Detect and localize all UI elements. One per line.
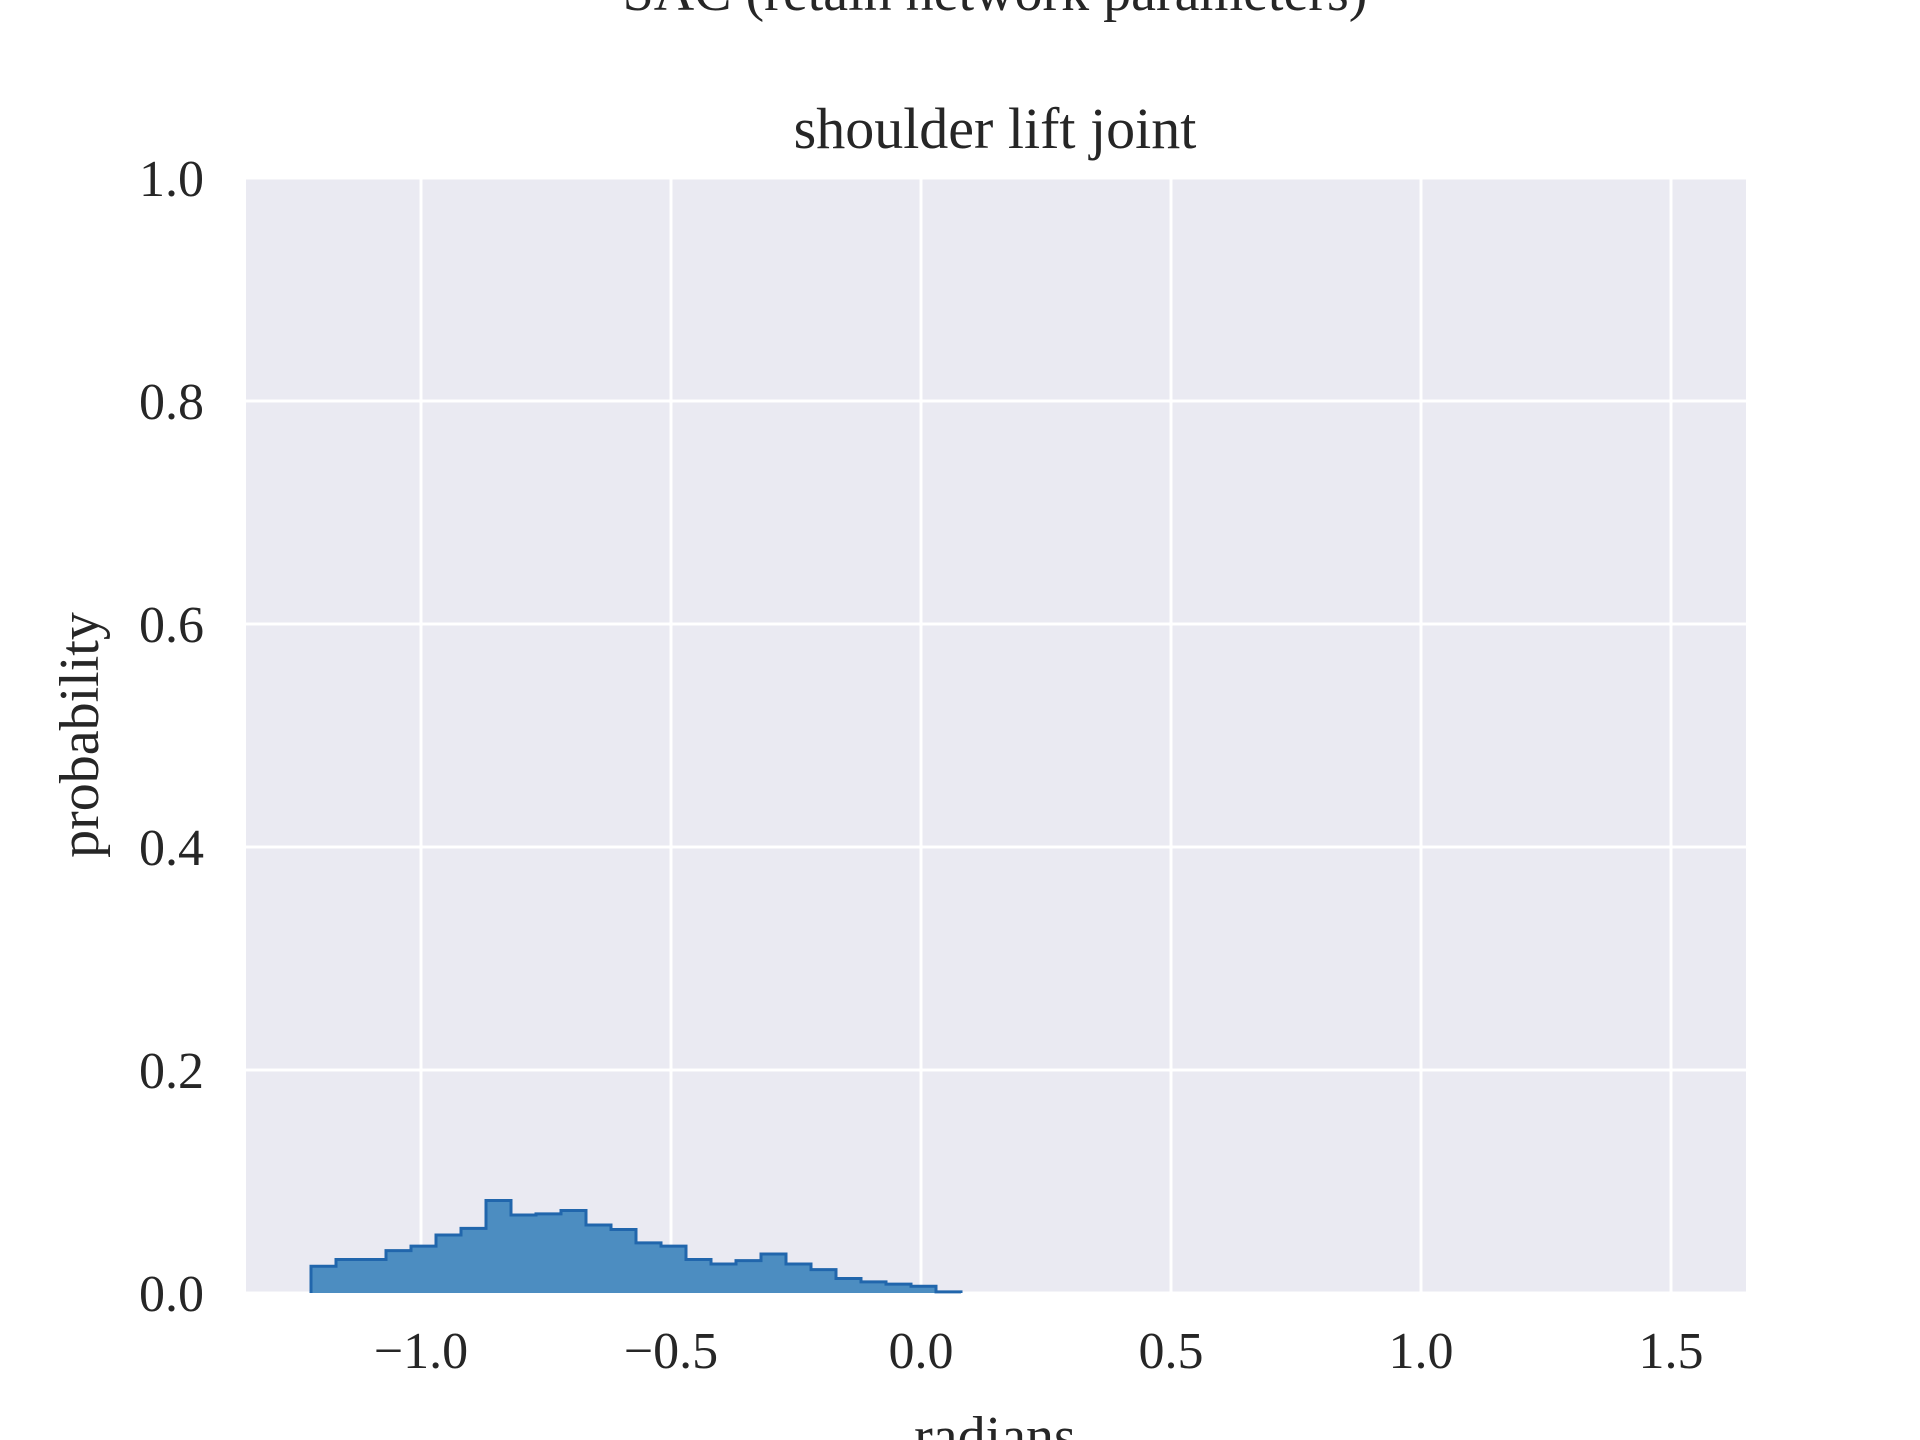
histogram-bar [411,1246,436,1293]
chart-title: shoulder lift joint [794,96,1197,161]
histogram-bar [711,1264,736,1293]
histogram-bar [736,1260,761,1293]
histogram-bar [636,1242,661,1293]
histogram-bar [611,1229,636,1293]
histogram-bar [511,1214,536,1293]
histogram-bar [536,1213,561,1293]
x-tick-labels: −1.0 −0.5 0.0 0.5 1.0 1.5 [374,1323,1704,1380]
histogram-bar [761,1253,786,1293]
histogram-bars [311,1200,961,1293]
histogram-bar [836,1278,861,1293]
histogram-bar [336,1259,361,1293]
histogram-bar [661,1246,686,1293]
histogram-bar [311,1266,336,1293]
histogram-bar [386,1250,411,1293]
histogram-bar [486,1200,511,1293]
y-tick-label: 0.2 [139,1043,204,1100]
histogram-outline [309,1198,963,1294]
histogram-bar [361,1259,386,1293]
y-tick-label: 0.4 [139,820,204,877]
y-tick-label: 0.8 [139,374,204,431]
x-tick-label: −1.0 [374,1323,468,1380]
y-tick-label: 1.0 [139,151,204,208]
histogram-bar [436,1235,461,1293]
histogram-bar [886,1284,911,1293]
y-axis-label: probability [49,612,111,858]
y-tick-label: 0.0 [139,1266,204,1323]
histogram-bar [861,1281,886,1293]
x-tick-label: 0.0 [889,1323,954,1380]
histogram-bar [561,1210,586,1293]
x-tick-label: 0.5 [1139,1323,1204,1380]
plot-area [246,178,1746,1293]
y-tick-labels: 0.0 0.2 0.4 0.6 0.8 1.0 [139,151,204,1323]
histogram-bar [461,1228,486,1293]
histogram-bar [586,1224,611,1293]
x-tick-label: 1.0 [1389,1323,1454,1380]
x-tick-label: −0.5 [624,1323,718,1380]
x-axis-label: radians [914,1406,1076,1440]
x-tick-label: 1.5 [1639,1323,1704,1380]
histogram-bar [811,1269,836,1293]
histogram-bar [911,1286,936,1293]
histogram-bar [786,1264,811,1293]
figure-suptitle: SAC (retain network parameters) [623,0,1368,23]
histogram-bar [686,1259,711,1293]
y-tick-label: 0.6 [139,597,204,654]
